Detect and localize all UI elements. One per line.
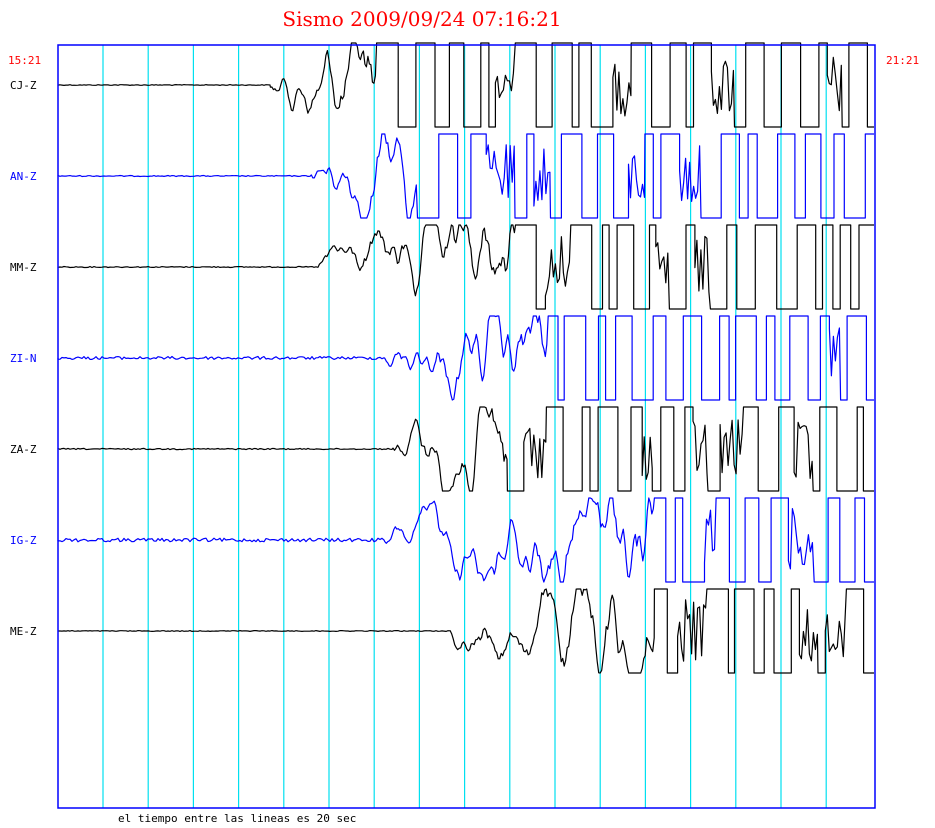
time-gridlines [102, 45, 827, 808]
station-label: ZI-N [10, 352, 37, 365]
time-start-label: 15:21 [8, 54, 41, 67]
station-label: AN-Z [10, 170, 37, 183]
trace-cj-z [57, 42, 874, 128]
seismic-traces [57, 42, 874, 674]
trace-zi-n [57, 315, 874, 401]
station-label: MM-Z [10, 261, 37, 274]
plot-frame [57, 44, 876, 809]
time-end-label: 21:21 [886, 54, 919, 67]
trace-mm-z [57, 224, 874, 310]
station-labels: CJ-Z AN-Z MM-Z ZI-N ZA-Z IG-Z ME-Z [10, 79, 37, 638]
trace-za-z [57, 406, 874, 492]
station-label: IG-Z [10, 534, 37, 547]
station-label: ZA-Z [10, 443, 37, 456]
trace-ig-z [57, 497, 874, 583]
footer-note: el tiempo entre las lineas es 20 sec [118, 812, 356, 825]
trace-an-z [57, 133, 874, 219]
station-label: CJ-Z [10, 79, 37, 92]
station-label: ME-Z [10, 625, 37, 638]
chart-title: Sismo 2009/09/24 07:16:21 [282, 7, 561, 31]
trace-me-z [58, 588, 874, 674]
